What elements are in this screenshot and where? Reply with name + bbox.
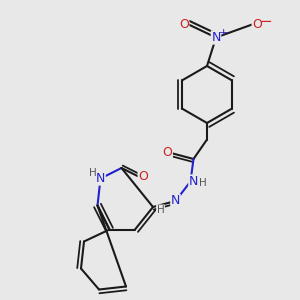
Text: N: N bbox=[189, 175, 198, 188]
Text: N: N bbox=[96, 172, 105, 185]
Text: O: O bbox=[163, 146, 172, 160]
Text: O: O bbox=[179, 17, 189, 31]
Text: O: O bbox=[138, 170, 148, 184]
Text: N: N bbox=[211, 31, 221, 44]
Text: O: O bbox=[252, 17, 262, 31]
Text: −: − bbox=[260, 14, 272, 28]
Text: H: H bbox=[157, 205, 164, 215]
Text: N: N bbox=[171, 194, 180, 208]
Text: H: H bbox=[199, 178, 207, 188]
Text: H: H bbox=[89, 168, 97, 178]
Text: +: + bbox=[219, 28, 228, 38]
